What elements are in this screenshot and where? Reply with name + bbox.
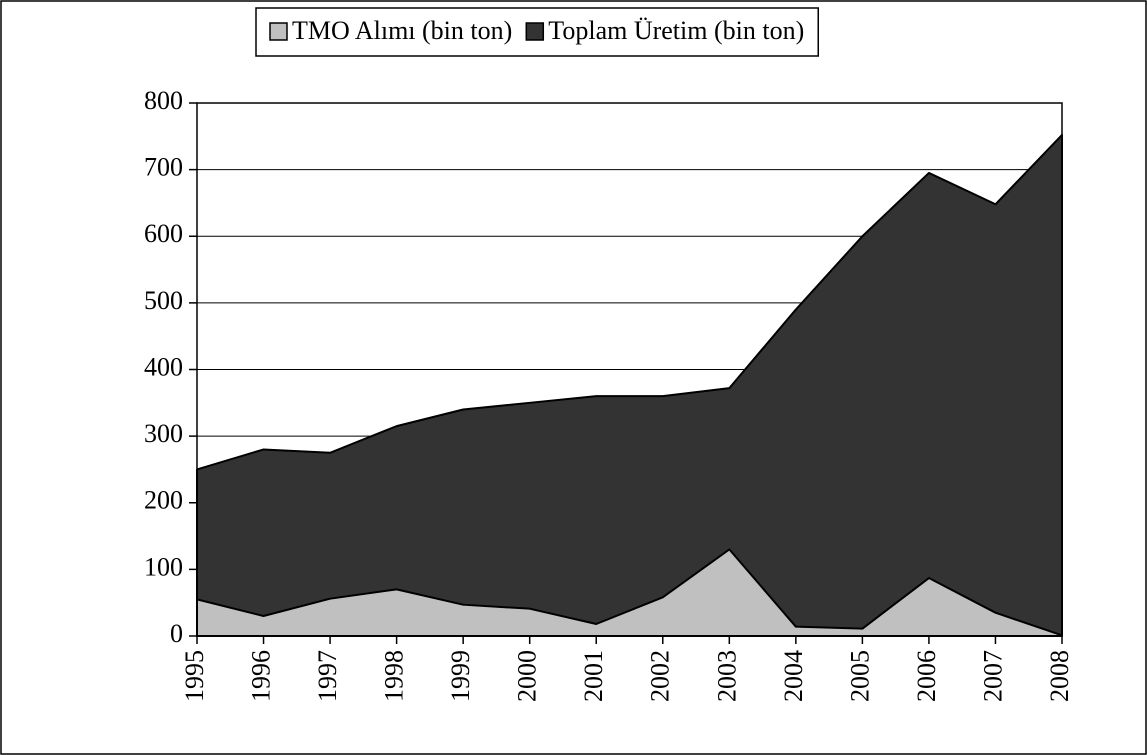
plot-border (196, 102, 1063, 637)
y-tick-label: 600 (144, 219, 183, 248)
x-tick-label: 1998 (380, 650, 409, 702)
x-tick-label: 1999 (446, 650, 475, 702)
legend: TMO Alımı (bin ton) Toplam Üretim (bin to… (255, 7, 819, 57)
legend-swatch (269, 22, 288, 41)
x-tick-label: 2000 (513, 650, 542, 702)
y-tick-label: 100 (144, 552, 183, 581)
area (196, 548, 1063, 637)
x-tick-label: 2008 (1045, 650, 1074, 702)
x-tick-label: 2004 (779, 650, 808, 702)
x-tick-label: 2002 (646, 650, 675, 702)
x-tick-label: 2005 (845, 650, 874, 702)
legend-swatch (525, 22, 545, 41)
x-tick-label: 1996 (247, 650, 276, 702)
x-tick-label: 2003 (712, 650, 741, 702)
x-tick-label: 1995 (180, 650, 209, 702)
y-tick-label: 400 (144, 352, 183, 381)
y-tick-label: 500 (144, 286, 183, 315)
y-tick-label: 700 (144, 153, 183, 182)
y-tick-label: 0 (170, 619, 183, 648)
legend-box (255, 7, 819, 57)
legend-label: Toplam Üretim (bin ton) (548, 16, 804, 45)
y-tick-label: 300 (144, 419, 183, 448)
x-tick-label: 2001 (579, 650, 608, 702)
x-tick-label: 1997 (313, 650, 342, 702)
legend-label: TMO Alımı (bin ton) (292, 16, 512, 45)
y-tick-label: 200 (144, 486, 183, 515)
x-tick-label: 2007 (978, 650, 1007, 702)
y-tick-label: 800 (144, 86, 183, 115)
area (196, 133, 1063, 637)
x-tick-label: 2006 (912, 650, 941, 702)
